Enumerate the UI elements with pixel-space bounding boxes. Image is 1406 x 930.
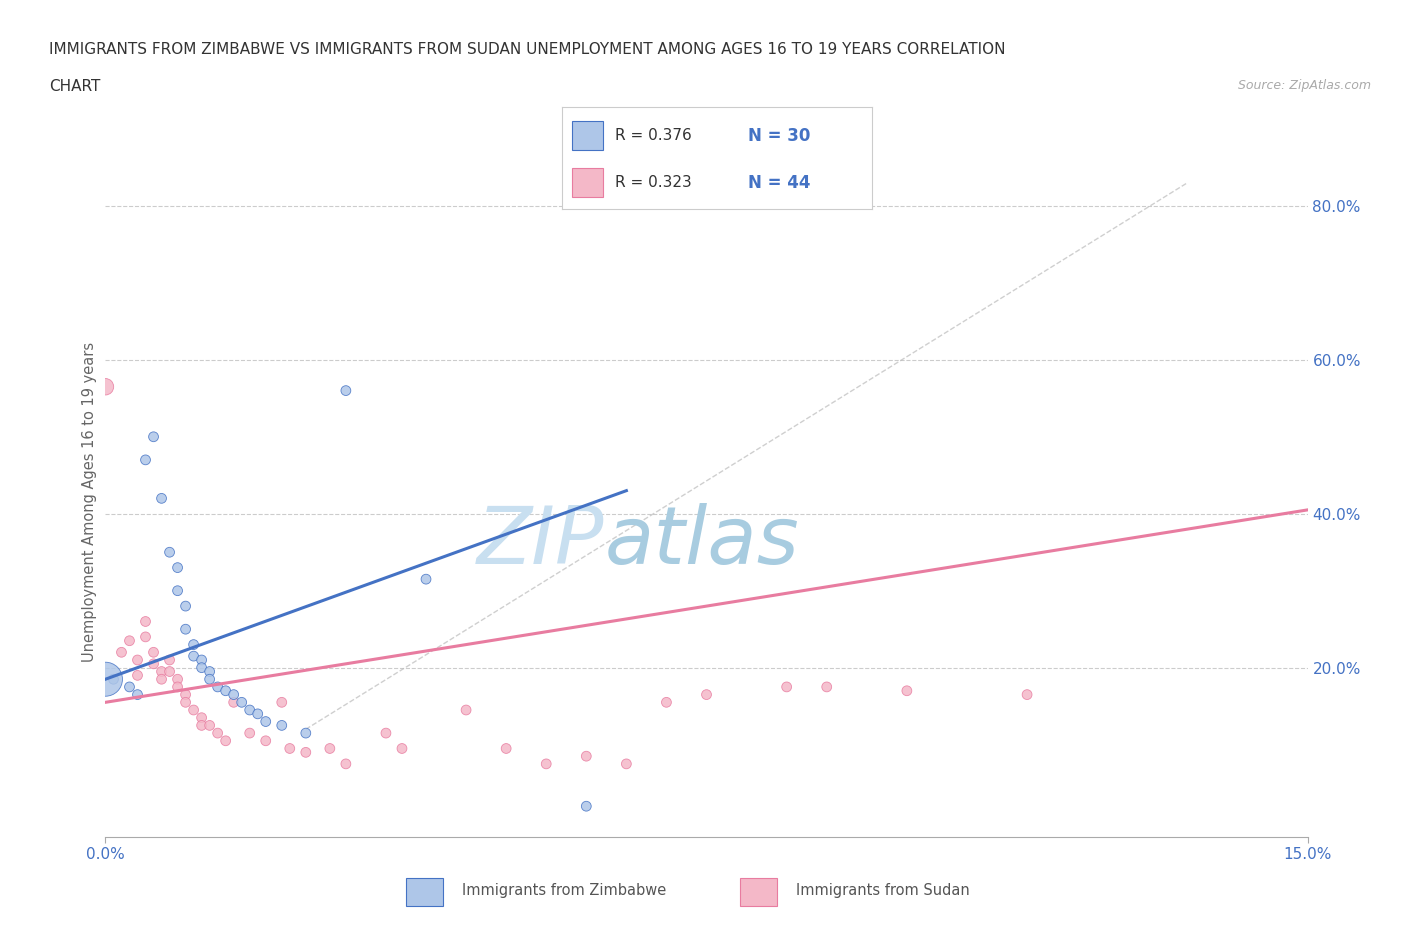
Point [166,671,188,686]
Text: R = 0.323: R = 0.323 [614,175,692,190]
Point [374,725,398,740]
Point [150,664,173,679]
Point [150,671,173,686]
Point [254,734,277,749]
Point [159,545,181,560]
Text: CHART: CHART [49,79,101,94]
Point [159,664,181,679]
Point [896,684,918,698]
Point [166,680,188,695]
Text: N = 30: N = 30 [748,126,810,144]
Point [295,745,318,760]
Point [214,684,236,698]
Point [135,452,157,467]
Point [127,687,149,702]
Point [214,734,236,749]
Point [270,695,292,710]
Point [616,756,638,771]
Point [231,695,253,710]
Point [190,718,212,733]
Point [159,653,181,668]
Point [190,711,212,725]
Point [207,680,229,695]
Point [495,741,517,756]
Point [239,725,262,740]
Text: N = 44: N = 44 [748,174,810,192]
Y-axis label: Unemployment Among Ages 16 to 19 years: Unemployment Among Ages 16 to 19 years [82,342,97,662]
Point [207,725,229,740]
Point [239,702,262,717]
Point [190,653,212,668]
Point [575,799,598,814]
Point [118,633,141,648]
Point [776,680,799,695]
Point [575,749,598,764]
Point [110,644,132,659]
Point [183,649,205,664]
Text: Source: ZipAtlas.com: Source: ZipAtlas.com [1237,79,1371,92]
Point [198,718,221,733]
Point [118,680,141,695]
Point [1017,687,1039,702]
Point [198,664,221,679]
Point [190,660,212,675]
Point [135,630,157,644]
Text: atlas: atlas [605,503,799,581]
Point [246,707,269,722]
Point [142,644,165,659]
Point [198,671,221,686]
Point [815,680,838,695]
FancyBboxPatch shape [572,121,603,150]
Point [94,379,117,394]
FancyBboxPatch shape [572,168,603,197]
Point [183,637,205,652]
FancyBboxPatch shape [740,878,778,906]
Point [94,671,117,686]
Point [135,614,157,629]
Point [295,725,318,740]
Point [174,695,197,710]
Point [655,695,678,710]
Text: Immigrants from Sudan: Immigrants from Sudan [796,883,970,898]
Point [335,756,357,771]
Point [174,599,197,614]
Point [166,583,188,598]
Point [319,741,342,756]
Point [415,572,437,587]
Point [174,622,197,637]
Point [454,702,477,717]
Point [127,653,149,668]
Point [127,668,149,683]
Point [103,671,125,686]
Point [142,657,165,671]
FancyBboxPatch shape [406,878,443,906]
Point [270,718,292,733]
Point [174,687,197,702]
Point [254,714,277,729]
Point [142,430,165,445]
Point [150,491,173,506]
Text: Immigrants from Zimbabwe: Immigrants from Zimbabwe [461,883,666,898]
Point [222,687,245,702]
Text: R = 0.376: R = 0.376 [614,128,692,143]
Point [335,383,357,398]
Text: IMMIGRANTS FROM ZIMBABWE VS IMMIGRANTS FROM SUDAN UNEMPLOYMENT AMONG AGES 16 TO : IMMIGRANTS FROM ZIMBABWE VS IMMIGRANTS F… [49,42,1005,57]
Point [534,756,557,771]
Point [183,702,205,717]
Point [696,687,718,702]
Point [222,695,245,710]
Point [391,741,413,756]
Point [166,560,188,575]
Text: ZIP: ZIP [477,503,605,581]
Point [278,741,301,756]
